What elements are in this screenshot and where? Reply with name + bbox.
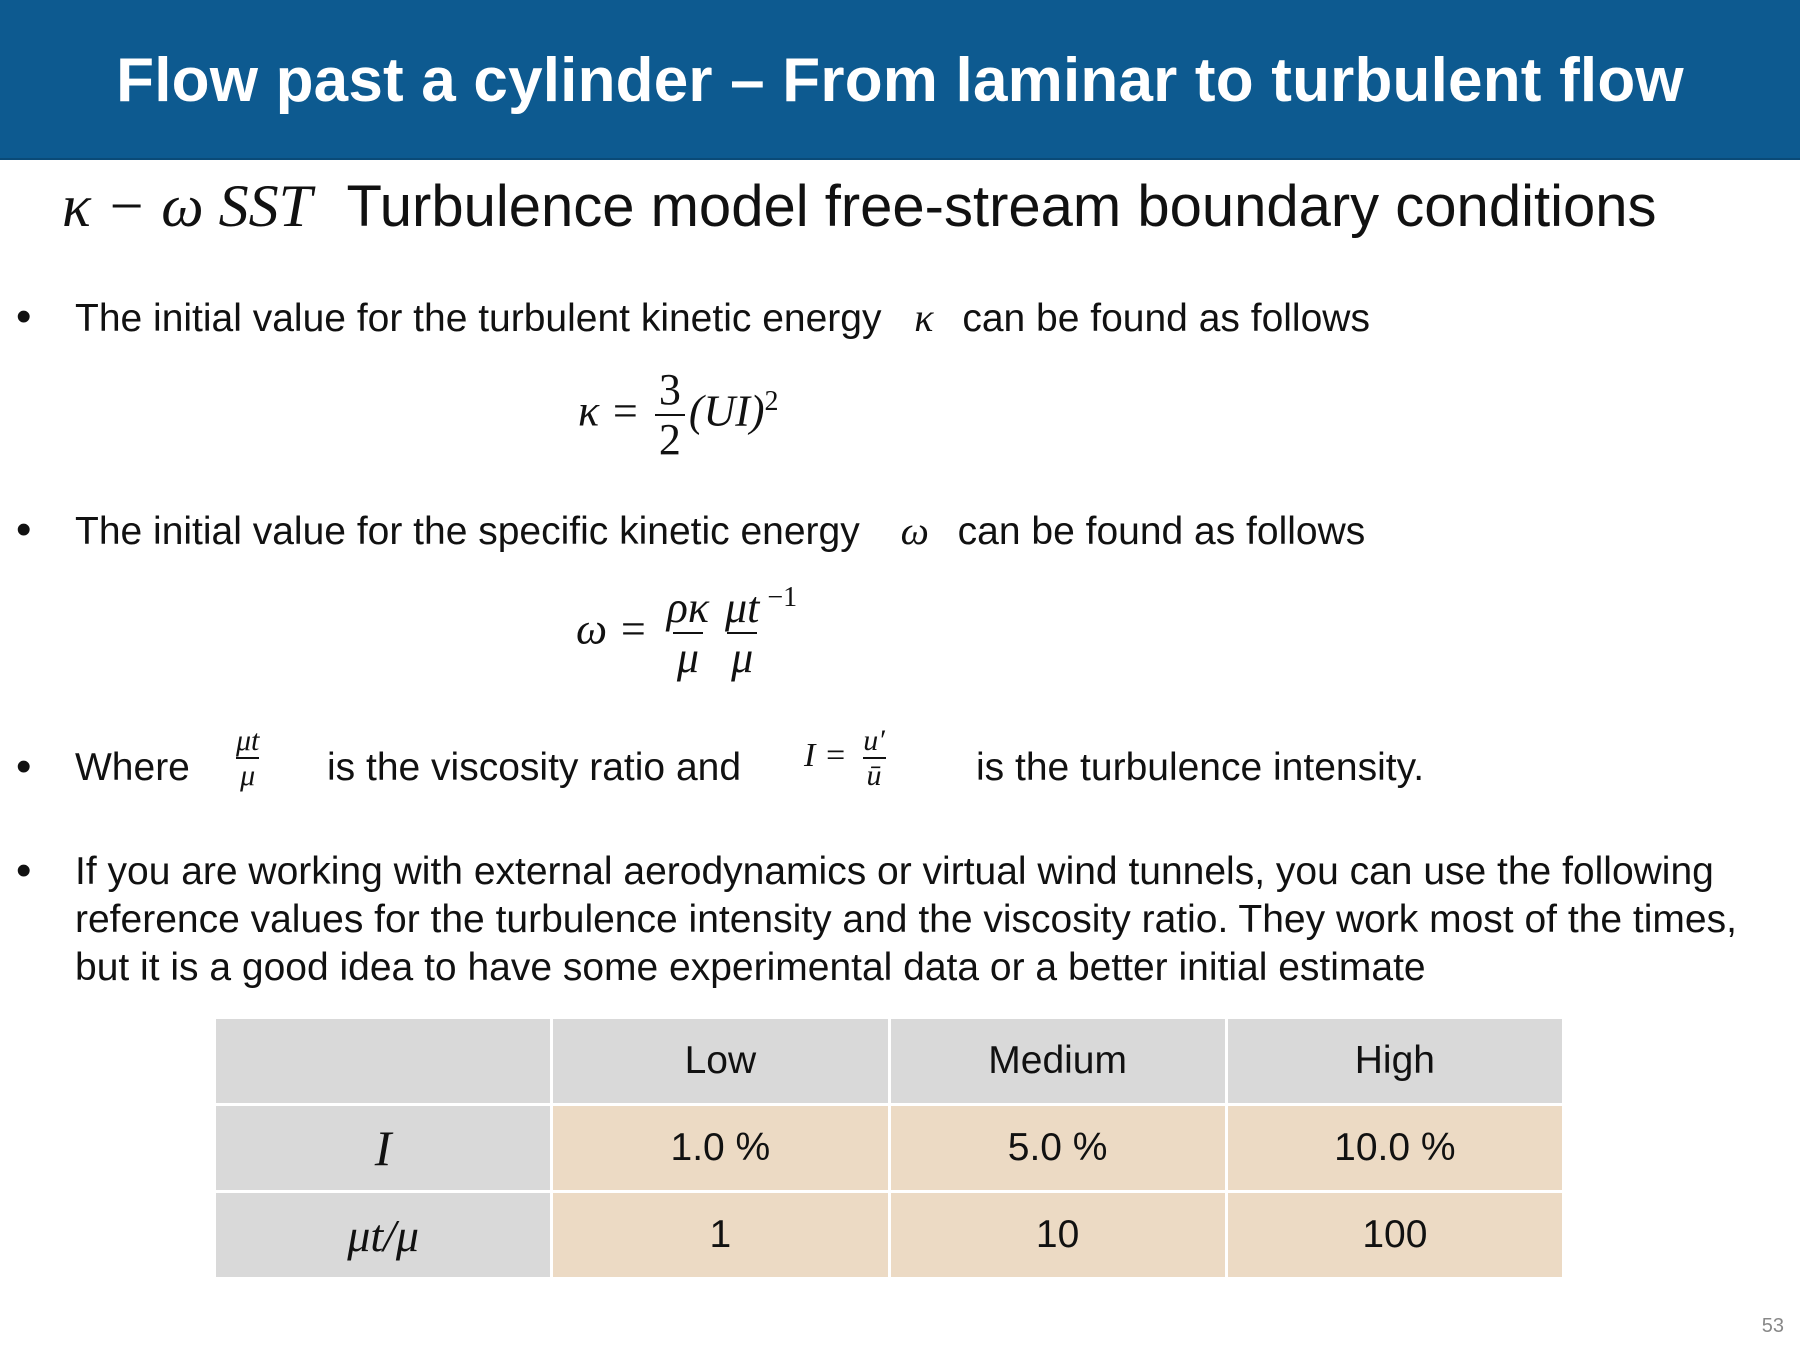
eq-kappa-denominator: 2 (654, 414, 685, 464)
subtitle-symbol: κ − ω SST (62, 173, 313, 239)
ratio-numerator: μt (236, 724, 260, 757)
equation-omega: ω = ρκ μ μt μ −1 (576, 581, 798, 683)
eq-omega-fraction-1: ρκ μ (663, 583, 713, 683)
viscosity-ratio-fraction: μt μ (228, 724, 267, 792)
equation-kappa: κ = 3 2 (UI)2 (578, 365, 779, 465)
bullet-3-end: is the turbulence intensity. (976, 746, 1425, 789)
eq-omega-lhs: ω = (576, 604, 648, 654)
title-bar (0, 0, 1800, 160)
intensity-fraction: u′ ū (859, 724, 889, 792)
intensity-lhs: I = (804, 736, 847, 774)
bullet-4-marker: • (16, 846, 32, 895)
eq-omega-denominator-2: μ (727, 632, 758, 682)
table-header-cell (212, 1016, 554, 1106)
table-row: I 1.0 % 5.0 % 10.0 % (212, 1103, 1566, 1193)
eq-omega-fraction-2: μt μ (721, 583, 763, 683)
table-header-cell: Medium (887, 1016, 1228, 1106)
subtitle: κ − ω SST Turbulence model free-stream b… (62, 172, 1656, 248)
eq-kappa-lhs: κ = (578, 386, 640, 436)
eq-omega-numerator-2: μt (725, 583, 760, 632)
bullet-1-marker: • (16, 292, 32, 341)
bullet-3-lead: Where (75, 746, 190, 789)
row-label: I (212, 1103, 554, 1193)
table-header-cell: High (1224, 1016, 1566, 1106)
bullet-2-text-before: The initial value for the specific kinet… (75, 510, 860, 553)
eq-omega-exponent: −1 (767, 581, 798, 613)
page-number: 53 (1761, 1315, 1784, 1337)
kappa-symbol: κ (914, 295, 934, 340)
intensity-denominator: ū (862, 757, 886, 792)
reference-values-table: Low Medium High I 1.0 % 5.0 % 10.0 % μt/… (212, 1016, 1566, 1280)
table-cell: 10 (887, 1190, 1228, 1280)
ratio-fraction: μt μ (232, 724, 263, 792)
slide-title: Flow past a cylinder – From laminar to t… (116, 46, 1684, 115)
bullet-2-marker: • (16, 505, 32, 554)
table-header-row: Low Medium High (212, 1016, 1566, 1106)
eq-omega-numerator-1: ρκ (666, 583, 710, 632)
ratio-denominator: μ (236, 757, 260, 792)
table-cell: 5.0 % (887, 1103, 1228, 1193)
row-label: μt/μ (212, 1190, 554, 1280)
table-row: μt/μ 1 10 100 (212, 1190, 1566, 1280)
table-cell: 1.0 % (550, 1103, 891, 1193)
intensity-equation: I = u′ ū (804, 724, 893, 792)
bullet-2-text-after: can be found as follows (957, 510, 1366, 553)
eq-kappa-numerator: 3 (658, 365, 681, 414)
eq-kappa-rhs: (UI) (688, 386, 765, 436)
eq-omega-denominator-1: μ (672, 632, 703, 682)
bullet-2: The initial value for the specific kinet… (75, 507, 1365, 556)
bullet-3-marker: • (16, 742, 32, 791)
table-cell: 100 (1224, 1190, 1566, 1280)
bullet-1-text-after: can be found as follows (962, 297, 1370, 340)
intensity-numerator: u′ (863, 724, 885, 757)
omega-symbol: ω (900, 508, 929, 553)
table-cell: 10.0 % (1224, 1103, 1566, 1193)
subtitle-text: Turbulence model free-stream boundary co… (346, 174, 1657, 239)
eq-kappa-fraction: 3 2 (654, 365, 685, 465)
bullet-3-mid: is the viscosity ratio and (327, 746, 742, 789)
bullet-1-text-before: The initial value for the turbulent kine… (75, 297, 882, 340)
eq-kappa-exponent: 2 (764, 385, 779, 417)
bullet-1: The initial value for the turbulent kine… (75, 294, 1370, 343)
table-cell: 1 (550, 1190, 891, 1280)
bullet-4-text: If you are working with external aerodyn… (75, 850, 1737, 989)
table-header-cell: Low (550, 1016, 891, 1106)
